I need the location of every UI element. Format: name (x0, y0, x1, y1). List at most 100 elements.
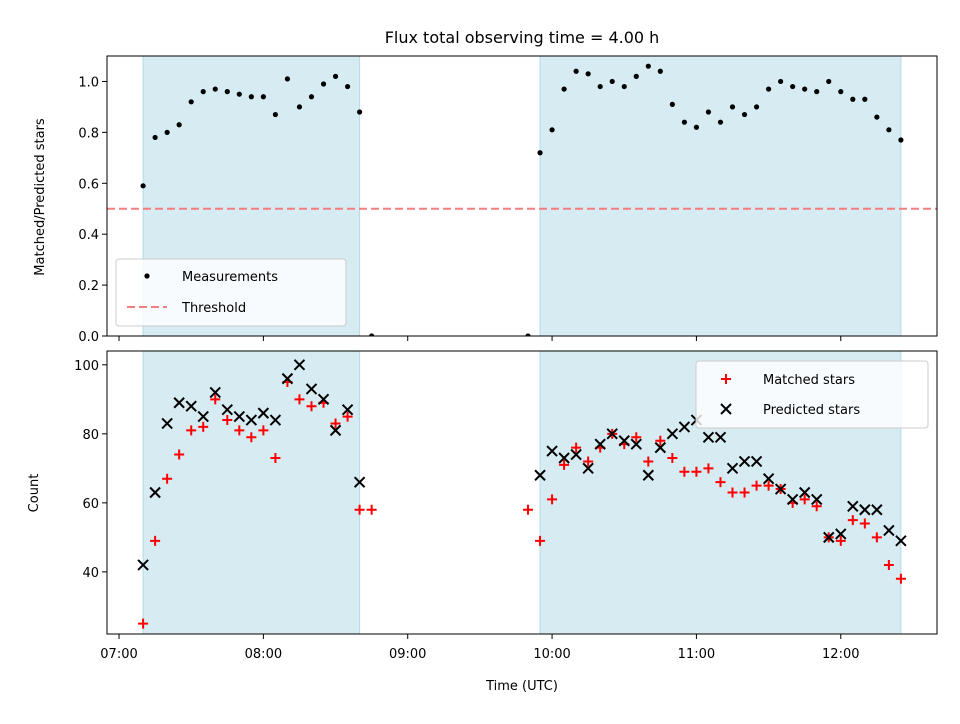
measurement-point (753, 104, 760, 110)
measurement-point (357, 109, 363, 115)
x-tick-label: 12:00 (822, 647, 859, 662)
x-tick-label: 07:00 (100, 647, 137, 662)
predicted-star-marker (774, 483, 787, 495)
measurement-point (729, 104, 736, 110)
predicted-star-marker (811, 493, 823, 506)
predicted-star-marker (137, 559, 149, 571)
predicted-star-marker (714, 431, 727, 443)
legend-measurements-label: Measurements (182, 270, 278, 285)
legend-predicted-label: Predicted stars (763, 403, 860, 418)
measurement-point (790, 83, 796, 90)
measurement-point (874, 114, 880, 120)
matched-star-marker (150, 535, 161, 546)
predicted-star-marker (871, 504, 883, 516)
predicted-star-marker (895, 535, 907, 547)
measurement-point (886, 127, 892, 133)
predicted-star-marker (197, 410, 209, 423)
measurement-point (585, 71, 591, 77)
matched-star-marker (895, 573, 906, 584)
x-tick-label: 08:00 (245, 647, 282, 662)
matched-star-marker (547, 494, 558, 505)
predicted-star-marker (329, 424, 342, 437)
predicted-star-marker (678, 421, 691, 433)
measurement-point (621, 83, 627, 90)
predicted-star-marker (161, 417, 173, 430)
matched-star-marker (366, 504, 377, 515)
bottom-axes-frame (106, 350, 938, 635)
measurement-point (236, 91, 242, 97)
measurement-point (705, 109, 712, 115)
measurement-point (838, 89, 844, 95)
measurement-point (164, 129, 170, 135)
matched-star-marker (186, 425, 197, 436)
measurement-point (308, 94, 315, 100)
bottom-y-tick-label: 60 (82, 497, 99, 512)
measurement-point (344, 83, 351, 90)
matched-star-marker (763, 480, 774, 491)
predicted-star-marker (293, 359, 306, 371)
matched-star-marker (799, 494, 810, 505)
measurement-point (609, 78, 615, 85)
measurement-point (369, 333, 375, 336)
predicted-star-marker (245, 414, 258, 426)
matched-star-marker (583, 456, 594, 467)
matched-star-marker (727, 487, 738, 498)
matched-star-marker (306, 401, 317, 412)
predicted-star-marker (534, 469, 546, 481)
predicted-star-marker (594, 438, 606, 450)
legend-threshold-label: Threshold (181, 301, 246, 316)
measurement-point (320, 81, 327, 87)
matched-star-marker (859, 518, 870, 529)
matched-star-marker (643, 456, 654, 467)
top-shaded-interval (539, 56, 902, 336)
matched-star-marker (246, 432, 257, 443)
predicted-star-marker (546, 445, 558, 457)
bottom-y-tick-label: 80 (82, 428, 99, 443)
measurement-point (898, 137, 904, 143)
measurement-point (260, 94, 266, 100)
matched-star-marker (751, 480, 762, 491)
matched-star-marker (835, 535, 846, 546)
predicted-star-marker (221, 403, 233, 416)
top-y-tick-label: 0.4 (78, 228, 99, 243)
measurement-point (176, 122, 182, 128)
legend-measurements-marker (144, 273, 150, 279)
matched-star-marker (198, 421, 209, 432)
measurement-point (645, 63, 651, 69)
matched-star-marker (883, 559, 894, 570)
predicted-star-marker (702, 431, 715, 443)
bottom-y-tick-label: 100 (74, 359, 99, 374)
matched-star-marker (258, 425, 269, 436)
matched-star-marker (138, 618, 149, 629)
top-y-tick-label: 0.8 (78, 126, 99, 141)
matched-star-marker (679, 466, 690, 477)
measurement-point (525, 333, 531, 336)
matched-star-marker (342, 411, 353, 422)
measurement-point (537, 150, 543, 156)
matched-star-marker (811, 501, 822, 512)
matched-star-marker (162, 473, 173, 484)
predicted-star-marker (149, 486, 161, 499)
measurement-point (669, 101, 675, 107)
legend-box (115, 258, 347, 327)
measurement-point (802, 86, 808, 92)
matched-star-marker (739, 487, 750, 498)
measurement-point (778, 78, 784, 85)
chart-title: Flux total observing time = 4.00 h (385, 28, 660, 47)
predicted-star-marker (317, 393, 330, 406)
measurement-point (814, 89, 820, 95)
predicted-star-marker (750, 455, 763, 468)
predicted-star-marker (305, 383, 318, 395)
predicted-star-marker (269, 414, 282, 426)
measurement-point (633, 73, 639, 79)
predicted-star-marker (233, 410, 246, 423)
predicted-star-marker (786, 493, 799, 506)
matched-star-marker (559, 459, 570, 470)
predicted-star-marker (353, 476, 366, 488)
matched-star-marker (523, 504, 534, 515)
bottom-y-tick-label: 40 (82, 566, 99, 581)
top-y-tick-label: 0.6 (78, 177, 99, 192)
measurement-point (140, 183, 146, 189)
predicted-star-marker (859, 504, 871, 516)
